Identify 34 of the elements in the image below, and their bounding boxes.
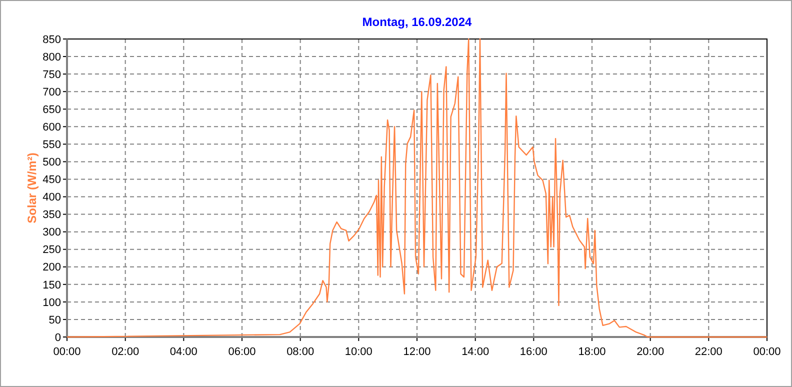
x-tick-label: 22:00 <box>694 346 722 358</box>
y-tick-label: 50 <box>48 314 61 326</box>
x-tick-label: 20:00 <box>636 346 664 358</box>
x-tick-label: 02:00 <box>112 346 140 358</box>
x-tick-label: 00:00 <box>753 346 781 358</box>
chart-title: Montag, 16.09.2024 <box>362 15 472 29</box>
y-tick-label: 450 <box>42 174 61 186</box>
y-tick-label: 850 <box>42 34 61 46</box>
y-tick-label: 300 <box>42 226 61 239</box>
x-tick-label: 16:00 <box>520 346 548 358</box>
y-tick-label: 550 <box>42 139 61 152</box>
y-tick-label: 400 <box>42 192 61 204</box>
y-tick-label: 350 <box>42 209 61 222</box>
x-tick-label: 12:00 <box>403 346 431 358</box>
x-tick-label: 06:00 <box>228 346 256 358</box>
x-tick-label: 08:00 <box>286 346 314 358</box>
y-tick-label: 100 <box>42 296 61 309</box>
y-tick-label: 150 <box>42 279 61 292</box>
x-tick-label: 00:00 <box>53 346 81 358</box>
x-tick-label: 14:00 <box>462 346 490 358</box>
y-tick-label: 700 <box>42 86 61 98</box>
y-axis-title: Solar (W/m²) <box>25 152 39 224</box>
x-tick-label: 10:00 <box>344 346 372 358</box>
y-tick-label: 200 <box>42 262 61 274</box>
y-tick-label: 650 <box>42 104 61 116</box>
y-tick-label: 500 <box>42 156 61 169</box>
x-tick-label: 04:00 <box>170 346 198 358</box>
y-tick-label: 600 <box>42 121 61 134</box>
x-tick-label: 18:00 <box>578 346 606 358</box>
y-tick-label: 250 <box>42 244 61 256</box>
y-tick-label: 750 <box>42 68 61 81</box>
line-series <box>66 38 768 338</box>
y-tick-label: 0 <box>54 332 61 344</box>
y-tick-label: 800 <box>42 51 61 64</box>
